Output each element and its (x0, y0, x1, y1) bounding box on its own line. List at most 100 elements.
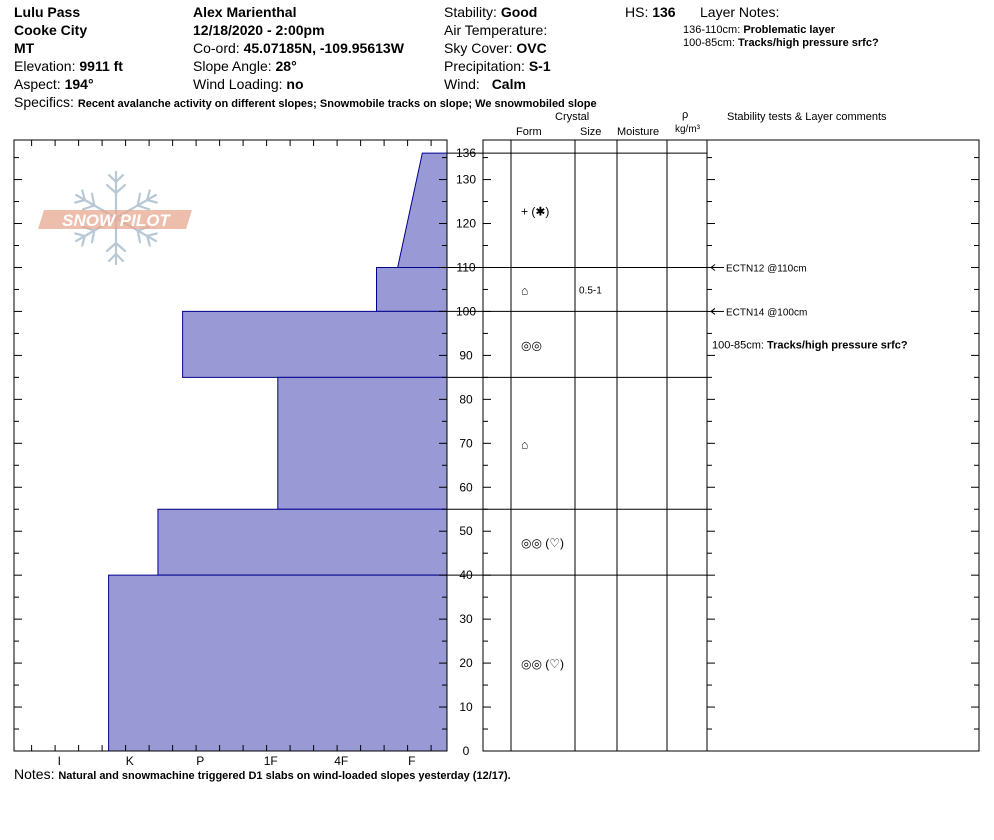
grain-form-symbol: + (✱) (521, 204, 549, 218)
sky-field: Sky Cover: OVC (444, 40, 547, 57)
hardness-layer-bar (376, 266, 448, 312)
observer-name: Alex Marienthal (193, 4, 297, 20)
specifics-field: Specifics: Recent avalanche activity on … (14, 94, 597, 111)
hardness-tick-label: 1F (264, 754, 278, 768)
precip-label: Precipitation: (444, 58, 525, 74)
slope-value: 28° (275, 58, 297, 74)
observation-datetime: 12/18/2020 - 2:00pm (193, 22, 325, 38)
hardness-axis: I K P 1F 4F F (31, 140, 432, 768)
slope-label: Slope Angle: (193, 58, 272, 74)
hardness-layer-bar (157, 508, 448, 576)
airtemp-label: Air Temperature: (444, 22, 548, 38)
test-result-label: ECTN14 @100cm (726, 307, 807, 318)
hardness-layer-bar (182, 310, 448, 378)
depth-tick-label: 60 (459, 480, 473, 494)
logo-text: SNOW PILOT (62, 211, 171, 230)
aspect-value: 194° (64, 76, 94, 92)
specifics-text: Recent avalanche activity on different s… (77, 98, 597, 110)
depth-tick-label: 30 (459, 612, 473, 626)
notes-field: Notes: Natural and snowmachine triggered… (14, 766, 511, 783)
hardness-tick-label: F (408, 754, 415, 768)
form-header: Form (516, 126, 542, 138)
windload-value: no (286, 76, 304, 92)
precip-field: Precipitation: S-1 (444, 58, 551, 75)
specifics-label: Specifics: (14, 94, 74, 110)
precip-value: S-1 (528, 58, 551, 74)
stability-field: Stability: Good (444, 4, 537, 21)
hardness-layer-bar (277, 376, 448, 510)
test-arrowhead (710, 308, 716, 315)
wind-label: Wind: (444, 76, 480, 92)
wind-value: Calm (491, 76, 526, 92)
grain-form-symbol: ◎◎ (♡) (521, 536, 564, 550)
depth-tick-label: 90 (459, 348, 473, 362)
coord-field: Co-ord: 45.07185N, -109.95613W (193, 40, 404, 57)
layer-note-text: Problematic layer (743, 24, 836, 36)
coord-label: Co-ord: (193, 40, 240, 56)
crystal-header: Crystal (555, 111, 590, 123)
depth-tick-label: 0 (463, 744, 470, 758)
logo-banner (38, 210, 192, 229)
depth-tick-label: 50 (459, 524, 473, 538)
stability-header: Stability tests & Layer comments (727, 111, 887, 123)
elevation-value: 9911 ft (79, 58, 123, 74)
depth-tick-label: 20 (459, 656, 473, 670)
layer-note-text: Tracks/high pressure srfc? (738, 37, 879, 49)
hardness-layer-bar (397, 152, 448, 268)
area-name: Cooke City (14, 22, 88, 38)
moisture-header: Moisture (617, 126, 660, 138)
hardness-profile (108, 152, 448, 752)
depth-tick-label: 130 (456, 173, 476, 187)
layer-comment: 100-85cm: Tracks/high pressure srfc? (712, 339, 908, 351)
snowpilot-logo: SNOW PILOT (38, 170, 192, 266)
notes-text: Natural and snowmachine triggered D1 sla… (58, 770, 511, 782)
layer-table: + (✱) ⌂ 0.5-1 ◎◎ ⌂ ◎◎ (♡) ◎◎ (♡) (447, 152, 707, 671)
hardness-tick-label: 4F (334, 754, 348, 768)
test-arrowhead (710, 264, 716, 271)
density-unit: kg/m³ (675, 124, 700, 135)
grain-form-symbol: ⌂ (521, 283, 528, 297)
grain-size-value: 0.5-1 (579, 285, 602, 296)
notes-label: Notes: (14, 766, 55, 782)
grain-form-symbol: ◎◎ (521, 338, 542, 352)
depth-tick-label: 10 (459, 700, 473, 714)
grain-form-symbol: ⌂ (521, 437, 528, 451)
layer-notes-label: Layer Notes: (700, 4, 780, 20)
aspect-label: Aspect: (14, 76, 61, 92)
depth-tick-label: 80 (459, 392, 473, 406)
layer-note-range: 136-110cm: (683, 24, 741, 36)
elevation-field: Elevation: 9911 ft (14, 58, 123, 75)
slope-field: Slope Angle: 28° (193, 58, 297, 75)
layer-comment-text: Tracks/high pressure srfc? (767, 339, 908, 351)
layer-note: 100-85cm: Tracks/high pressure srfc? (683, 37, 879, 50)
coord-value: 45.07185N, -109.95613W (243, 40, 404, 56)
layer-note-range: 100-85cm: (683, 37, 735, 49)
density-symbol: ρ (682, 109, 689, 121)
windload-field: Wind Loading: no (193, 76, 304, 93)
aspect-field: Aspect: 194° (14, 76, 94, 93)
windload-label: Wind Loading: (193, 76, 283, 92)
hs-value: 136 (652, 4, 676, 20)
hs-label: HS: (625, 4, 649, 20)
test-result-label: ECTN12 @110cm (726, 263, 807, 274)
depth-tick-label: 70 (459, 436, 473, 450)
hardness-tick-label: K (126, 754, 134, 768)
wind-field: Wind: Calm (444, 76, 526, 93)
depth-tick-label: 120 (456, 217, 476, 231)
layer-table-frame (482, 139, 980, 752)
layer-note: 136-110cm: Problematic layer (683, 24, 835, 37)
airtemp-field: Air Temperature: (444, 22, 547, 39)
sky-value: OVC (516, 40, 547, 56)
layer-comment-range: 100-85cm: (712, 339, 767, 351)
stability-label: Stability: (444, 4, 497, 20)
hardness-tick-label: P (196, 754, 204, 768)
hardness-tick-label: I (58, 754, 61, 768)
location-name: Lulu Pass (14, 4, 81, 20)
elevation-label: Elevation: (14, 58, 76, 74)
grain-form-symbol: ◎◎ (♡) (521, 657, 564, 671)
hs-field: HS: 136 (625, 4, 676, 21)
size-header: Size (580, 126, 602, 138)
stability-tests: ECTN12 @110cm ECTN14 @100cm 100-85cm: Trac… (710, 263, 908, 351)
table-column-lines (510, 140, 708, 751)
